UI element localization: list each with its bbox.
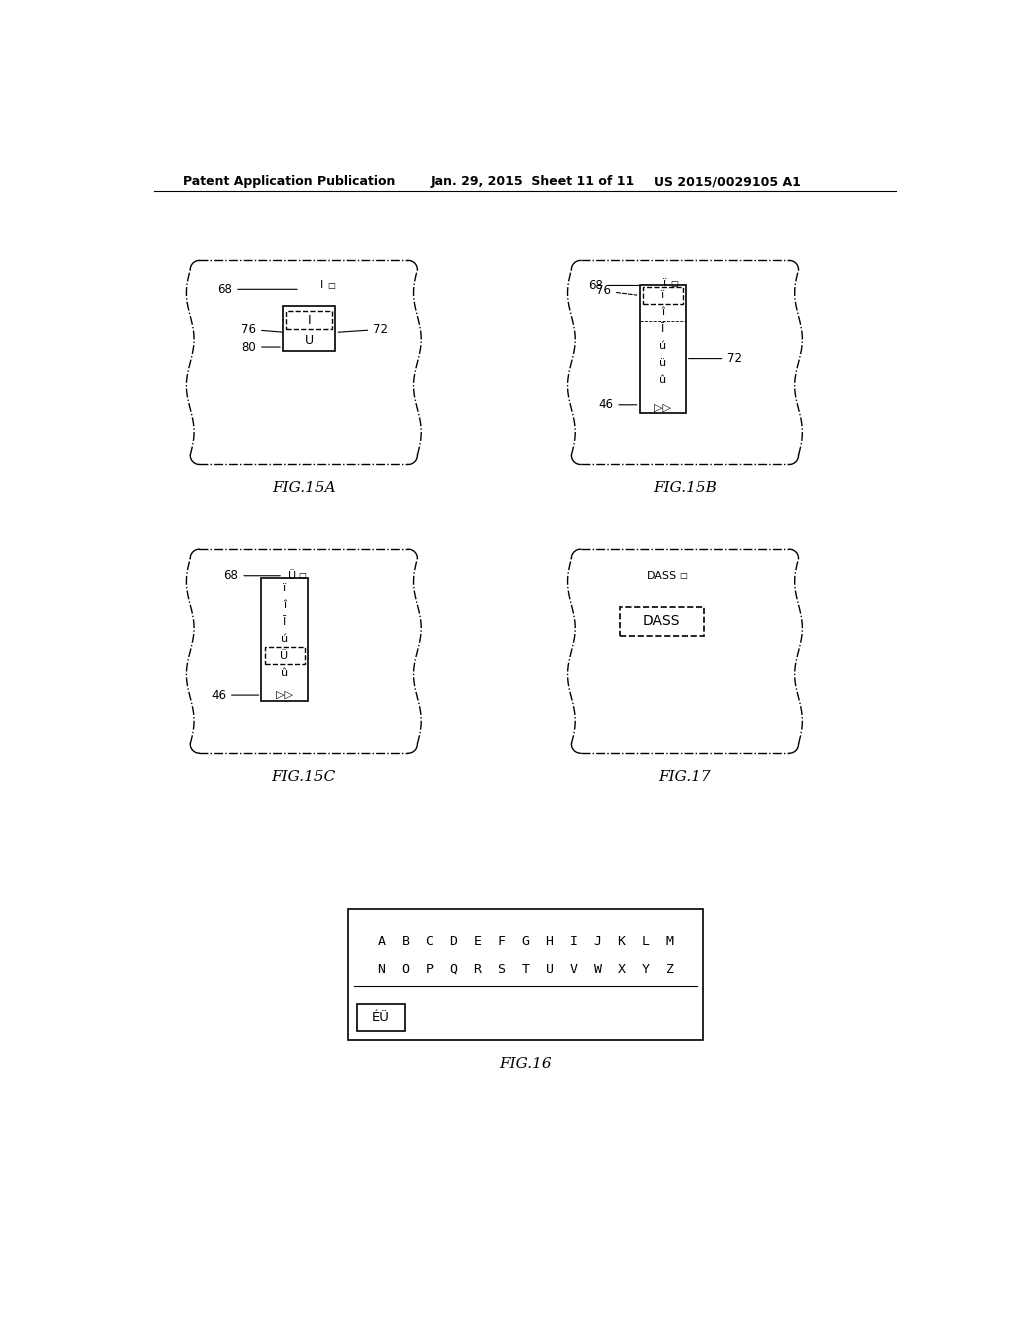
Text: ú: ú [281, 634, 288, 644]
Text: Ī: Ī [283, 616, 286, 627]
Text: Jan. 29, 2015  Sheet 11 of 11: Jan. 29, 2015 Sheet 11 of 11 [431, 176, 635, 187]
Bar [283, 306, 336, 351]
Text: ▷▷: ▷▷ [654, 403, 671, 413]
Text: US 2015/0029105 A1: US 2015/0029105 A1 [654, 176, 801, 187]
Text: U: U [304, 334, 313, 347]
Text: ï: ï [662, 290, 665, 301]
Text: FIG.15A: FIG.15A [272, 482, 336, 495]
Text: ï: ï [283, 583, 286, 593]
Text: FIG.15C: FIG.15C [271, 770, 336, 784]
Text: 68: 68 [589, 279, 653, 292]
Text: FIG.17: FIG.17 [658, 770, 712, 784]
Text: FIG.16: FIG.16 [500, 1057, 552, 1071]
Text: Ü: Ü [281, 651, 289, 661]
Text: 68: 68 [217, 282, 297, 296]
Bar [640, 285, 686, 412]
Bar [264, 647, 304, 664]
Text: ÉÜ: ÉÜ [372, 1011, 390, 1024]
Text: □: □ [680, 572, 687, 581]
Text: N  O  P  Q  R  S  T  U  V  W  X  Y  Z: N O P Q R S T U V W X Y Z [378, 962, 674, 975]
Bar [643, 286, 683, 304]
Text: FIG.15B: FIG.15B [653, 482, 717, 495]
Text: 72: 72 [338, 323, 388, 335]
Text: A  B  C  D  E  F  G  H  I  J  K  L  M: A B C D E F G H I J K L M [378, 935, 674, 948]
Text: ú: ú [659, 342, 667, 351]
Text: 76: 76 [596, 284, 637, 297]
Text: 46: 46 [598, 399, 637, 412]
Text: □: □ [298, 572, 306, 581]
Text: I: I [319, 280, 324, 290]
Text: I: I [307, 314, 311, 326]
Text: ▷▷: ▷▷ [276, 690, 293, 700]
Text: ï: ï [663, 279, 666, 288]
Text: û: û [281, 668, 288, 677]
Text: 76: 76 [241, 323, 284, 335]
Bar [348, 909, 703, 1040]
Bar [286, 312, 333, 330]
Text: ü: ü [659, 358, 667, 368]
Text: î: î [283, 601, 286, 610]
Bar [620, 607, 705, 636]
Text: î: î [662, 308, 665, 317]
Text: 80: 80 [242, 341, 281, 354]
Text: Ü: Ü [288, 570, 296, 581]
Text: 46: 46 [211, 689, 259, 702]
Text: Patent Application Publication: Patent Application Publication [183, 176, 395, 187]
Text: DASS: DASS [647, 570, 677, 581]
Text: □: □ [671, 279, 678, 288]
Bar [357, 1005, 404, 1031]
Text: DASS: DASS [643, 614, 681, 628]
Text: Ī: Ī [662, 325, 665, 334]
Bar [261, 578, 307, 701]
Text: 68: 68 [223, 569, 281, 582]
Text: û: û [659, 375, 667, 385]
Text: □: □ [328, 281, 336, 290]
Text: 72: 72 [688, 352, 742, 366]
